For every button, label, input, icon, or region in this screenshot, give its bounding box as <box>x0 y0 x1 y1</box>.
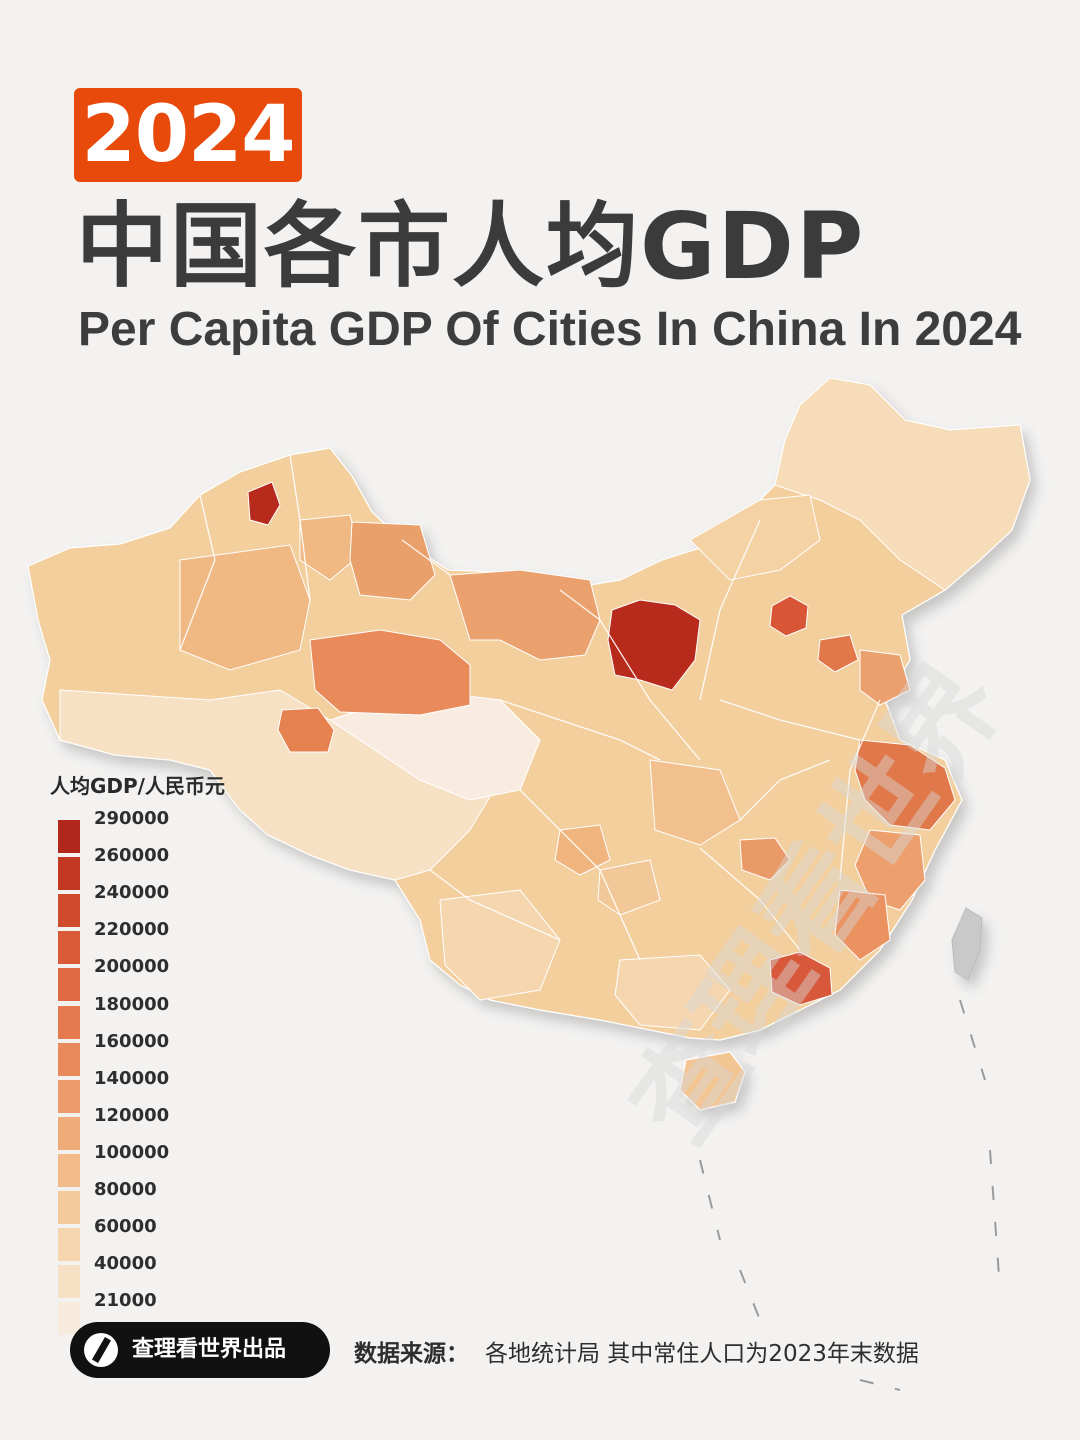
legend-swatch <box>58 1265 80 1299</box>
south-china-sea-dashes <box>699 999 1001 1391</box>
legend-item: 160000 <box>58 1031 218 1078</box>
data-source: 数据来源： 各地统计局 其中常住人口为2023年末数据 <box>354 1334 919 1368</box>
legend-item: 100000 <box>58 1142 218 1189</box>
page-subtitle: Per Capita GDP Of Cities In China In 202… <box>78 303 1022 356</box>
legend-label: 240000 <box>94 882 170 904</box>
legend-label: 220000 <box>94 919 170 941</box>
legend-swatch <box>58 1228 80 1262</box>
pearl-river-delta <box>769 951 833 1006</box>
legend-item: 180000 <box>58 994 218 1041</box>
legend-item: 80000 <box>58 1179 218 1226</box>
brand-logo-icon <box>84 1333 118 1367</box>
legend-item: 260000 <box>58 845 218 892</box>
legend-swatch <box>58 1153 80 1187</box>
legend-label: 21000 <box>94 1290 157 1312</box>
fujian-coast <box>834 889 891 961</box>
legend-label: 120000 <box>94 1104 170 1126</box>
brand-label: 查理看世界出品 <box>132 1337 287 1362</box>
legend-item: 220000 <box>58 919 218 966</box>
legend-swatch <box>58 931 80 965</box>
legend-label: 60000 <box>94 1216 157 1238</box>
legend-label: 160000 <box>94 1030 170 1052</box>
legend-swatch <box>58 894 80 928</box>
legend-swatch <box>58 1042 80 1076</box>
page-title: 中国各市人均GDP <box>76 193 866 300</box>
legend-item: 290000 <box>58 808 218 855</box>
hainan-region <box>679 1051 746 1111</box>
legend-label: 260000 <box>94 845 170 867</box>
legend-item: 120000 <box>58 1105 218 1152</box>
xinjiang-north <box>299 514 361 581</box>
legend-swatch <box>58 820 80 853</box>
legend-item: 140000 <box>58 1068 218 1115</box>
legend-item: 21000 <box>58 1290 218 1337</box>
yunnan-region <box>439 889 561 1001</box>
legend-item: 40000 <box>58 1253 218 1300</box>
brand-badge: 查理看世界出品 <box>70 1322 330 1378</box>
legend-swatch <box>58 1302 80 1336</box>
xinjiang-central <box>179 544 311 671</box>
karamay-region <box>247 481 281 526</box>
legend-label: 140000 <box>94 1067 170 1089</box>
legend-label: 290000 <box>94 808 170 829</box>
legend-title: 人均GDP/人民币元 <box>50 774 225 798</box>
northeast-region <box>774 377 1031 591</box>
source-text: 各地统计局 其中常住人口为2023年末数据 <box>485 1341 919 1367</box>
source-label: 数据来源： <box>354 1341 469 1367</box>
legend-label: 40000 <box>94 1253 157 1275</box>
legend-swatch <box>58 1079 80 1113</box>
guangxi-region <box>614 954 731 1031</box>
legend-item: 200000 <box>58 956 218 1003</box>
legend-label: 100000 <box>94 1141 170 1163</box>
zhejiang-region <box>854 829 926 911</box>
boundary-lines <box>179 454 881 961</box>
ordos-region <box>607 599 701 691</box>
hami-region <box>349 521 436 601</box>
haixi-region <box>277 707 335 753</box>
yangtze-delta <box>854 739 956 831</box>
legend-swatch <box>58 857 80 891</box>
beijing-tianjin <box>817 634 859 673</box>
bayingol-region <box>309 629 471 716</box>
legend-swatch <box>58 1191 80 1224</box>
legend-swatch <box>58 1005 80 1039</box>
legend-swatch <box>58 1116 80 1150</box>
shandong-coast <box>859 649 911 706</box>
year-badge: 2024 <box>74 88 302 182</box>
legend-label: 200000 <box>94 956 170 978</box>
legend-item: 240000 <box>58 882 218 929</box>
baotou-region <box>769 595 809 637</box>
central-china <box>649 759 741 846</box>
legend-label: 180000 <box>94 993 170 1015</box>
legend-swatch <box>58 968 80 1002</box>
taiwan-region <box>951 907 983 981</box>
inner-mongolia-east <box>689 494 821 581</box>
sichuan-chengdu <box>554 824 611 876</box>
legend-label: 80000 <box>94 1179 157 1200</box>
wuhan-region <box>739 837 791 881</box>
legend-item: 60000 <box>58 1216 218 1263</box>
